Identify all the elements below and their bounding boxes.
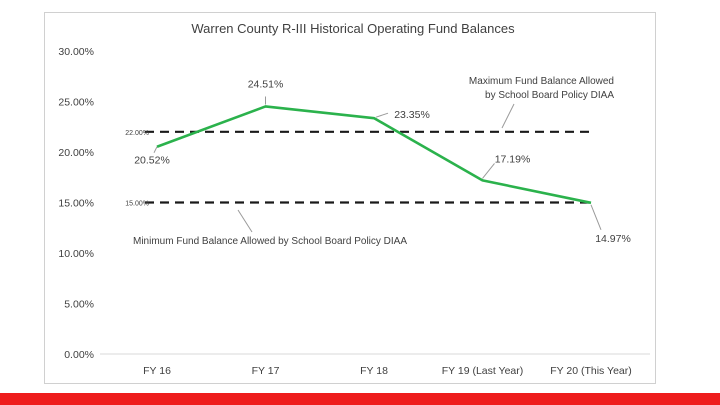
y-tick-label: 10.00% xyxy=(58,248,94,260)
y-tick-label: 5.00% xyxy=(64,299,94,311)
x-tick-label: FY 18 xyxy=(360,365,388,377)
y-axis: 0.00% 5.00% 10.00% 15.00% 20.00% 25.00% 30.00% xyxy=(58,46,94,361)
max-line-annotation: by School Board Policy DIAA xyxy=(485,90,614,101)
data-label-leader xyxy=(375,112,389,118)
max-line-annotation: Maximum Fund Balance Allowed xyxy=(469,76,614,87)
y-tick-label: 0.00% xyxy=(64,349,94,361)
data-label: 20.52% xyxy=(134,155,170,167)
y-tick-label: 20.00% xyxy=(58,147,94,159)
data-label-leader xyxy=(590,204,602,230)
data-label-leader xyxy=(482,163,495,179)
min-line-leader xyxy=(237,209,253,233)
data-label: 14.97% xyxy=(595,233,631,245)
data-label: 24.51% xyxy=(248,78,284,90)
x-tick-label: FY 16 xyxy=(143,365,171,377)
bottom-red-bar xyxy=(0,393,720,405)
data-label: 23.35% xyxy=(394,109,430,121)
y-tick-label: 25.00% xyxy=(58,97,94,109)
y-tick-label: 30.00% xyxy=(58,46,94,58)
series-group xyxy=(156,105,592,205)
max-line-leader xyxy=(501,103,515,129)
x-tick-label: FY 20 (This Year) xyxy=(550,365,632,377)
max-line-value-label: 22.00% xyxy=(125,130,149,137)
data-label: 17.19% xyxy=(495,153,531,165)
chart-frame xyxy=(44,12,656,384)
x-tick-label: FY 19 (Last Year) xyxy=(442,365,524,377)
reference-lines: 22.00% Maximum Fund Balance Allowed by Sch… xyxy=(125,76,614,247)
x-tick-label: FY 17 xyxy=(252,365,280,377)
chart-title: Warren County R-III Historical Operating… xyxy=(191,21,515,36)
data-label-leader xyxy=(153,146,158,153)
y-tick-label: 15.00% xyxy=(58,198,94,210)
data-labels: 20.52% 24.51% 23.35% 17.19% 14.97% xyxy=(134,78,631,244)
min-line-annotation: Minimum Fund Balance Allowed by School B… xyxy=(133,236,407,247)
min-line-value-label: 15.00% xyxy=(125,201,149,208)
x-axis: FY 16 FY 17 FY 18 FY 19 (Last Year) FY 20 (T… xyxy=(100,353,650,377)
